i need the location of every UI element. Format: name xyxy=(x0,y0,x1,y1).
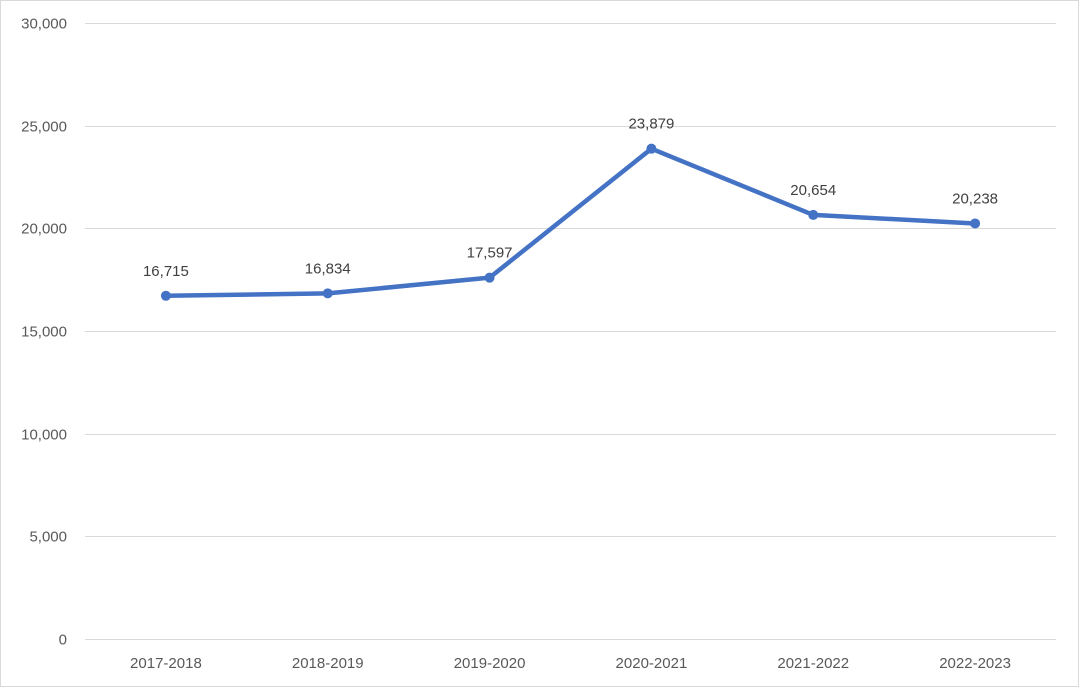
data-point xyxy=(646,143,657,154)
series-line-group xyxy=(160,143,981,301)
data-label: 16,834 xyxy=(305,260,351,277)
x-tick-label: 2022-2023 xyxy=(939,655,1011,672)
data-point xyxy=(160,290,171,301)
x-tick-label: 2021-2022 xyxy=(777,655,849,672)
y-tick-label: 5,000 xyxy=(29,529,67,546)
y-tick-label: 30,000 xyxy=(21,16,67,33)
data-point xyxy=(970,218,981,229)
x-tick-label: 2020-2021 xyxy=(616,655,688,672)
data-point xyxy=(484,272,495,283)
x-axis: 2017-2018 2018-2019 2019-2020 2020-2021 2021… xyxy=(130,655,1011,672)
gridlines xyxy=(85,23,1056,640)
data-label: 20,238 xyxy=(952,190,998,207)
x-tick-label: 2017-2018 xyxy=(130,655,202,672)
data-label: 20,654 xyxy=(790,182,836,199)
data-labels: 16,715 16,834 17,597 23,879 20,654 20,238 xyxy=(143,116,998,280)
data-label: 17,597 xyxy=(467,245,513,262)
y-axis: 0 5,000 10,000 15,000 20,000 25,000 30,000 xyxy=(21,16,67,649)
y-tick-label: 15,000 xyxy=(21,324,67,341)
y-tick-label: 10,000 xyxy=(21,427,67,444)
data-point xyxy=(322,288,333,299)
y-tick-label: 25,000 xyxy=(21,119,67,136)
data-label: 23,879 xyxy=(628,116,674,133)
x-tick-label: 2019-2020 xyxy=(454,655,526,672)
y-tick-label: 20,000 xyxy=(21,221,67,238)
series-line xyxy=(163,146,978,299)
y-tick-label: 0 xyxy=(59,632,67,649)
data-point xyxy=(808,209,819,220)
data-label: 16,715 xyxy=(143,263,189,280)
x-tick-label: 2018-2019 xyxy=(292,655,364,672)
